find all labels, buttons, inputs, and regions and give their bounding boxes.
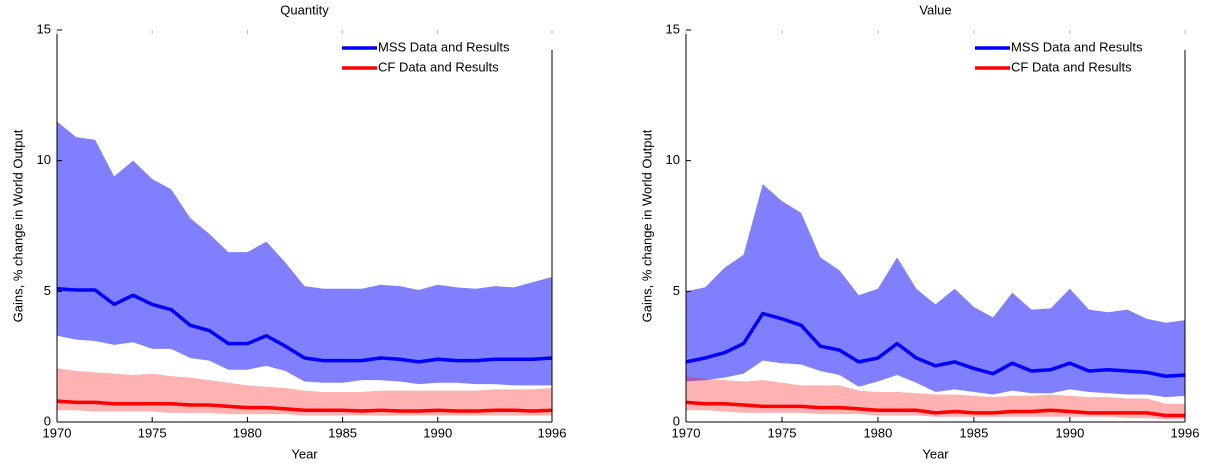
panel: 0 5 10 15 1970 1975 1980 1985 1990 1996 Quantity Ye… — [10, 2, 566, 461]
legend-label: MSS Data and Results — [1011, 39, 1143, 54]
series-line — [685, 400, 1185, 418]
y-tick-label: 15 — [666, 21, 680, 36]
x-axis-label: Year — [922, 446, 949, 461]
x-tick-label: 1990 — [423, 425, 452, 440]
x-tick-label: 1996 — [1171, 425, 1200, 440]
series-line — [685, 311, 1186, 379]
y-tick-label: 0 — [673, 413, 680, 428]
x-tick-label: 1985 — [328, 425, 357, 440]
confidence-band — [686, 184, 1185, 398]
x-tick-label: 1996 — [538, 425, 567, 440]
y-tick-label: 10 — [666, 152, 680, 167]
legend-label: CF Data and Results — [378, 59, 499, 74]
x-tick-label: 1975 — [768, 425, 797, 440]
x-tick-label: 1970 — [43, 425, 72, 440]
x-tick-label: 1970 — [672, 425, 701, 440]
legend-label: MSS Data and Results — [378, 39, 510, 54]
legend-label: CF Data and Results — [1011, 59, 1132, 74]
confidence-band — [57, 121, 552, 386]
chart-title: Quantity — [280, 2, 329, 17]
y-tick-label: 15 — [37, 21, 51, 36]
chart-title: Value — [919, 2, 951, 17]
x-axis-label: Year — [291, 446, 318, 461]
y-tick-label: 5 — [44, 283, 51, 298]
series-line — [56, 399, 553, 413]
y-tick-label: 0 — [44, 413, 51, 428]
x-tick-label: 1980 — [233, 425, 262, 440]
x-tick-label: 1975 — [138, 425, 167, 440]
x-tick-label: 1980 — [863, 425, 892, 440]
y-tick-label: 10 — [37, 152, 51, 167]
x-tick-label: 1990 — [1055, 425, 1084, 440]
panel: 0 5 10 15 1970 1975 1980 1985 1990 1996 Value Year G… — [639, 2, 1199, 461]
x-tick-label: 1985 — [959, 425, 988, 440]
y-axis-label: Gains, % change in World Output — [10, 129, 25, 322]
y-tick-label: 5 — [673, 283, 680, 298]
series-line — [56, 286, 553, 364]
y-axis-label: Gains, % change in World Output — [639, 129, 654, 322]
